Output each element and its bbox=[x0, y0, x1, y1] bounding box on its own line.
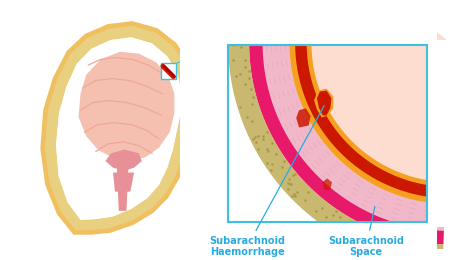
FancyBboxPatch shape bbox=[427, 40, 459, 227]
Text: Arachnoid: Arachnoid bbox=[0, 259, 1, 260]
FancyBboxPatch shape bbox=[228, 45, 427, 222]
Polygon shape bbox=[117, 168, 129, 211]
Polygon shape bbox=[314, 89, 333, 118]
FancyBboxPatch shape bbox=[161, 63, 176, 79]
Polygon shape bbox=[56, 37, 182, 220]
Polygon shape bbox=[289, 0, 446, 204]
Polygon shape bbox=[45, 26, 192, 230]
FancyBboxPatch shape bbox=[228, 222, 437, 260]
Polygon shape bbox=[106, 150, 142, 171]
Polygon shape bbox=[322, 178, 332, 190]
Polygon shape bbox=[43, 24, 194, 232]
Polygon shape bbox=[317, 90, 331, 115]
Polygon shape bbox=[113, 172, 134, 192]
FancyBboxPatch shape bbox=[180, 40, 228, 227]
Polygon shape bbox=[295, 0, 445, 198]
FancyBboxPatch shape bbox=[228, 0, 437, 45]
Polygon shape bbox=[244, 0, 450, 249]
Text: Subarachnoid
Haemorrhage: Subarachnoid Haemorrhage bbox=[209, 106, 324, 257]
Text: Subarachnoid
Space: Subarachnoid Space bbox=[328, 206, 404, 257]
Polygon shape bbox=[296, 108, 311, 127]
Polygon shape bbox=[249, 0, 444, 244]
Polygon shape bbox=[261, 0, 445, 233]
Polygon shape bbox=[78, 52, 174, 161]
Polygon shape bbox=[228, 0, 443, 260]
